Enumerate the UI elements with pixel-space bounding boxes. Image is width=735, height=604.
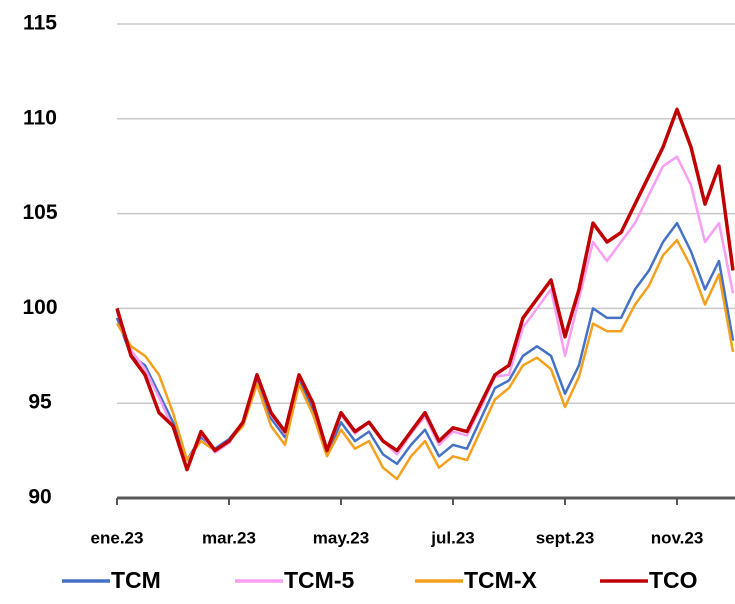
y-tick-label: 95 — [28, 391, 52, 414]
y-tick-label: 100 — [22, 296, 57, 319]
legend-label: TCM — [111, 567, 161, 593]
y-tick-label: 115 — [23, 12, 57, 35]
x-tick-label: ene.23 — [91, 528, 144, 547]
y-tick-label: 90 — [28, 486, 51, 509]
y-tick-label: 110 — [23, 106, 57, 129]
x-tick-label: mar.23 — [202, 528, 256, 547]
x-tick-label: jul.23 — [430, 528, 474, 547]
series-line — [115, 107, 735, 472]
legend-label: TCM-5 — [284, 567, 354, 593]
series-line — [115, 155, 735, 469]
y-tick-label: 105 — [22, 201, 57, 224]
legend-label: TCM-X — [464, 567, 537, 593]
series-line — [115, 221, 735, 466]
x-tick-label: nov.23 — [651, 528, 704, 547]
legend-label: TCO — [649, 567, 698, 593]
x-tick-label: may.23 — [313, 528, 369, 547]
x-tick-label: sept.23 — [536, 528, 595, 547]
